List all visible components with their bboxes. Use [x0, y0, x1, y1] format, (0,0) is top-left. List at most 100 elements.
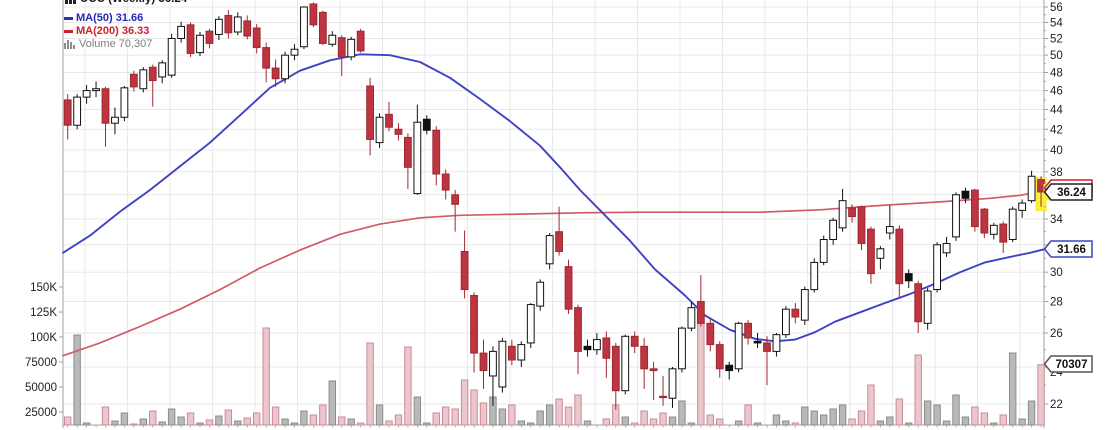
volume-bar — [867, 384, 875, 426]
candle-body — [233, 16, 242, 33]
volume-bar — [564, 406, 573, 426]
candle — [233, 12, 242, 36]
candle-body — [800, 289, 809, 321]
candle — [971, 188, 979, 232]
volume-bar — [130, 423, 138, 426]
candle — [385, 101, 393, 132]
candle-body — [120, 87, 129, 118]
candle — [715, 341, 724, 378]
candle — [810, 258, 819, 293]
candle-body — [82, 90, 91, 98]
candle-body — [933, 244, 942, 291]
candle — [923, 288, 932, 330]
candle-body — [526, 304, 535, 344]
candle-body — [186, 24, 195, 54]
ma50-callout-shape — [1043, 240, 1093, 258]
volume-bar — [706, 414, 714, 426]
volume-bar — [385, 420, 393, 426]
volume-bar — [338, 416, 346, 426]
volume-bar — [234, 420, 242, 426]
volume-bar — [886, 416, 894, 426]
volume-bar — [952, 394, 960, 426]
candle — [111, 107, 119, 135]
volume-bar — [678, 400, 686, 426]
candle-body — [356, 30, 365, 52]
candle-body — [593, 339, 601, 351]
volume-bar — [990, 422, 998, 426]
volume-axis-label: 50000 — [25, 382, 57, 394]
candle — [139, 67, 148, 93]
candle — [914, 280, 923, 334]
candle-body — [111, 116, 119, 124]
price-axis-label: 40 — [1050, 145, 1063, 157]
candle — [668, 367, 677, 408]
candle-body — [158, 62, 167, 78]
volume-bar — [574, 394, 582, 426]
volume-bar — [602, 418, 611, 426]
candle — [82, 85, 91, 104]
volume-bar — [545, 404, 554, 426]
volume-bar — [753, 422, 762, 426]
candle-body — [630, 335, 639, 347]
candle — [734, 321, 743, 373]
candle — [706, 318, 715, 352]
candle-body — [101, 88, 110, 124]
candle-body — [196, 34, 204, 54]
candle-body — [148, 66, 157, 82]
candle — [413, 104, 422, 195]
volume-bar — [536, 410, 544, 426]
candle — [753, 333, 762, 348]
volume-bar — [215, 415, 223, 426]
candle — [545, 233, 554, 270]
candle-body — [989, 224, 998, 235]
candle — [696, 275, 705, 327]
bottom-axis-ticks — [67, 425, 1042, 428]
candle-body — [602, 337, 611, 359]
volume-bar — [971, 406, 979, 426]
candle — [1018, 199, 1027, 218]
candle-body — [734, 322, 743, 370]
volume-bar — [820, 414, 828, 426]
price-axis-label: 42 — [1050, 124, 1063, 136]
candle — [574, 304, 582, 375]
candle — [791, 303, 800, 324]
candle — [867, 226, 875, 284]
candle — [819, 235, 828, 266]
price-callout-shape — [1043, 183, 1093, 201]
candle-body — [545, 235, 554, 265]
candle — [678, 326, 686, 373]
candle — [281, 51, 289, 84]
candle — [876, 246, 885, 270]
candle — [904, 269, 913, 289]
candle-body — [696, 301, 705, 324]
candle-body — [857, 206, 866, 244]
candle-body — [687, 307, 696, 329]
candle-body — [205, 30, 214, 44]
candle — [555, 206, 564, 256]
candle — [167, 33, 176, 78]
candle — [252, 24, 261, 54]
candle — [460, 230, 469, 299]
price-axis-label: 56 — [1050, 2, 1063, 14]
volume-bar — [470, 389, 478, 426]
volume-bar — [423, 422, 431, 426]
volume-bar — [328, 380, 337, 426]
candle — [356, 28, 365, 53]
volume-bar — [262, 327, 270, 426]
price-axis-label: 22 — [1050, 399, 1063, 411]
volume-callout-shape — [1043, 355, 1093, 373]
volume-bar — [413, 396, 422, 426]
volume-bar — [857, 410, 866, 426]
candle-body — [422, 118, 431, 131]
candle — [309, 2, 318, 28]
candle-body — [337, 37, 346, 58]
candle — [885, 205, 894, 240]
volume-bar — [791, 422, 800, 426]
candle-body — [791, 308, 800, 318]
candle-body — [451, 194, 460, 205]
volume-bar — [1018, 418, 1026, 426]
candle-body — [649, 368, 658, 372]
candle-body — [1018, 202, 1027, 211]
